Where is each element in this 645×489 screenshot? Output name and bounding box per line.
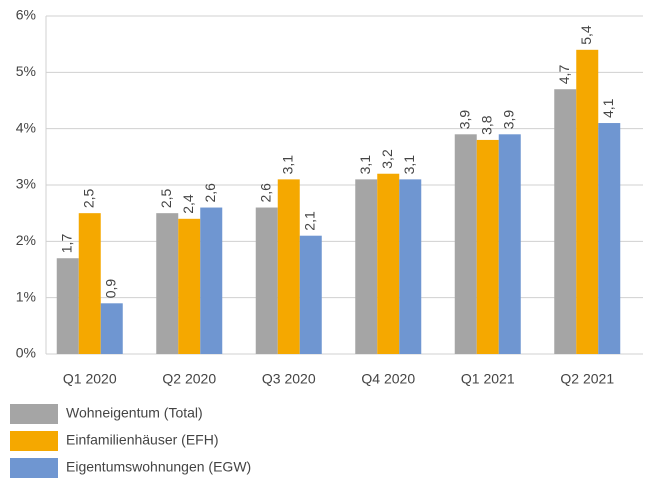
y-tick-label: 0% <box>16 345 36 361</box>
x-tick-label: Q2 2020 <box>162 371 216 387</box>
data-label: 2,6 <box>202 183 218 203</box>
bar <box>255 207 278 354</box>
bar <box>156 213 179 354</box>
data-label: 1,7 <box>58 234 74 254</box>
bar <box>377 173 400 354</box>
data-label: 3,1 <box>357 155 373 175</box>
legend-swatch <box>10 431 58 451</box>
legend-label: Einfamilienhäuser (EFH) <box>66 432 219 448</box>
bar <box>277 179 300 354</box>
x-tick-label: Q4 2020 <box>361 371 415 387</box>
bar <box>598 123 621 355</box>
bar <box>100 303 123 354</box>
legend-swatch <box>10 404 58 424</box>
data-label: 3,9 <box>456 110 472 130</box>
data-label: 4,1 <box>600 98 616 118</box>
data-label: 3,8 <box>478 115 494 135</box>
bar <box>554 89 577 354</box>
data-label: 4,7 <box>556 65 572 85</box>
data-label: 2,6 <box>257 183 273 203</box>
y-tick-label: 1% <box>16 288 36 304</box>
y-tick-label: 5% <box>16 63 36 79</box>
data-label: 3,1 <box>279 155 295 175</box>
data-label: 3,9 <box>500 110 516 130</box>
x-tick-label: Q2 2021 <box>560 371 614 387</box>
data-label: 2,5 <box>80 188 96 208</box>
bar <box>576 49 599 355</box>
data-label: 2,1 <box>301 211 317 231</box>
data-label: 2,4 <box>180 194 196 214</box>
y-tick-label: 2% <box>16 232 36 248</box>
bar <box>56 258 79 354</box>
legend-swatch <box>10 458 58 478</box>
bar <box>355 179 378 354</box>
bar <box>178 218 201 354</box>
y-tick-label: 6% <box>16 7 36 23</box>
x-tick-label: Q1 2020 <box>63 371 117 387</box>
bar <box>399 179 422 354</box>
data-label: 2,5 <box>158 188 174 208</box>
bar <box>498 134 521 354</box>
bar <box>78 213 101 354</box>
data-label: 5,4 <box>578 25 594 45</box>
bar <box>299 235 322 354</box>
data-label: 0,9 <box>102 279 118 299</box>
bar <box>454 134 477 354</box>
bar <box>200 207 223 354</box>
legend-label: Eigentumswohnungen (EGW) <box>66 459 251 475</box>
data-label: 3,1 <box>401 155 417 175</box>
x-tick-label: Q3 2020 <box>262 371 316 387</box>
y-tick-label: 4% <box>16 119 36 135</box>
y-tick-label: 3% <box>16 176 36 192</box>
bar <box>476 139 499 354</box>
x-tick-label: Q1 2021 <box>461 371 515 387</box>
legend-label: Wohneigentum (Total) <box>66 405 203 421</box>
data-label: 3,2 <box>379 149 395 169</box>
